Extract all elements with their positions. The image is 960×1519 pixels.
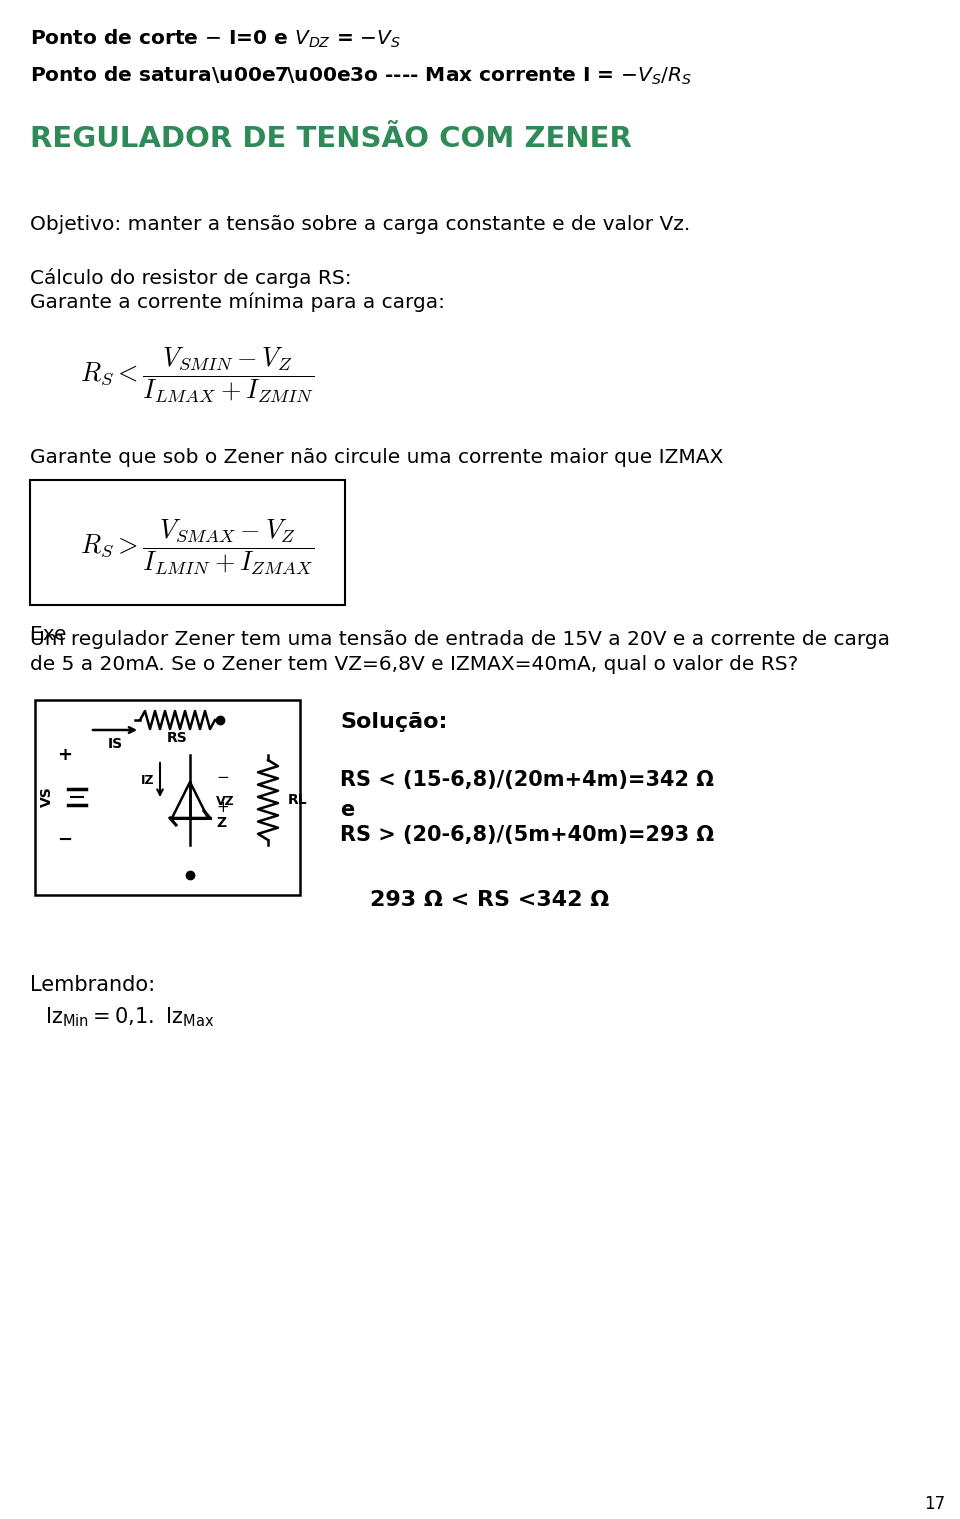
Text: Ponto de satura\u00e7\u00e3o ---- Max corrente I = $-V_S/R_S$: Ponto de satura\u00e7\u00e3o ---- Max co… [30, 65, 692, 87]
Text: −: − [58, 831, 73, 849]
Text: $R_S > \dfrac{V_{SMAX} - V_Z}{I_{LMIN} + I_{ZMAX}}$: $R_S > \dfrac{V_{SMAX} - V_Z}{I_{LMIN} +… [80, 516, 314, 577]
Text: 17: 17 [924, 1495, 946, 1513]
Text: +: + [58, 746, 73, 764]
Text: Ponto de corte $-$ I=0 e $V_{DZ}$ = $-V_S$: Ponto de corte $-$ I=0 e $V_{DZ}$ = $-V_… [30, 27, 401, 50]
Text: Exe: Exe [30, 624, 66, 644]
Bar [30, 480, 345, 605]
Text: IS: IS [108, 737, 123, 750]
Text: Garante a corrente mínima para a carga:: Garante a corrente mínima para a carga: [30, 292, 445, 311]
Text: Solução:: Solução: [340, 712, 447, 732]
Text: de 5 a 20mA. Se o Zener tem VZ=6,8V e IZMAX=40mA, qual o valor de RS?: de 5 a 20mA. Se o Zener tem VZ=6,8V e IZ… [30, 655, 799, 674]
Text: Objetivo: manter a tensão sobre a carga constante e de valor Vz.: Objetivo: manter a tensão sobre a carga … [30, 216, 690, 234]
Bar [35, 700, 300, 895]
Text: e: e [340, 801, 354, 820]
Text: −: − [216, 770, 228, 785]
Text: +: + [216, 801, 228, 816]
Text: $R_S < \dfrac{V_{SMIN} - V_Z}{I_{LMAX} + I_{ZMIN}}$: $R_S < \dfrac{V_{SMIN} - V_Z}{I_{LMAX} +… [80, 345, 314, 406]
Text: RL: RL [288, 793, 307, 807]
Text: RS < (15-6,8)/(20m+4m)=342 Ω: RS < (15-6,8)/(20m+4m)=342 Ω [340, 770, 714, 790]
Text: Cálculo do resistor de carga RS:: Cálculo do resistor de carga RS: [30, 267, 351, 289]
Text: RS: RS [167, 731, 188, 744]
Text: 293 Ω < RS <342 Ω: 293 Ω < RS <342 Ω [370, 890, 610, 910]
Text: IZ: IZ [141, 773, 155, 787]
Text: Garante que sob o Zener não circule uma corrente maior que IZMAX: Garante que sob o Zener não circule uma … [30, 448, 723, 466]
Text: VZ: VZ [216, 794, 235, 808]
Text: Um regulador Zener tem uma tensão de entrada de 15V a 20V e a corrente de carga: Um regulador Zener tem uma tensão de ent… [30, 630, 890, 649]
Text: Lembrando:: Lembrando: [30, 975, 156, 995]
Text: VS: VS [40, 787, 54, 808]
Text: $\mathrm{Iz_{Min} = 0{,}1.\ Iz_{Max}}$: $\mathrm{Iz_{Min} = 0{,}1.\ Iz_{Max}}$ [45, 1006, 214, 1028]
Text: REGULADOR DE TENSÃO COM ZENER: REGULADOR DE TENSÃO COM ZENER [30, 125, 632, 153]
Text: RS > (20-6,8)/(5m+40m)=293 Ω: RS > (20-6,8)/(5m+40m)=293 Ω [340, 825, 714, 845]
Text: Z: Z [216, 816, 227, 829]
